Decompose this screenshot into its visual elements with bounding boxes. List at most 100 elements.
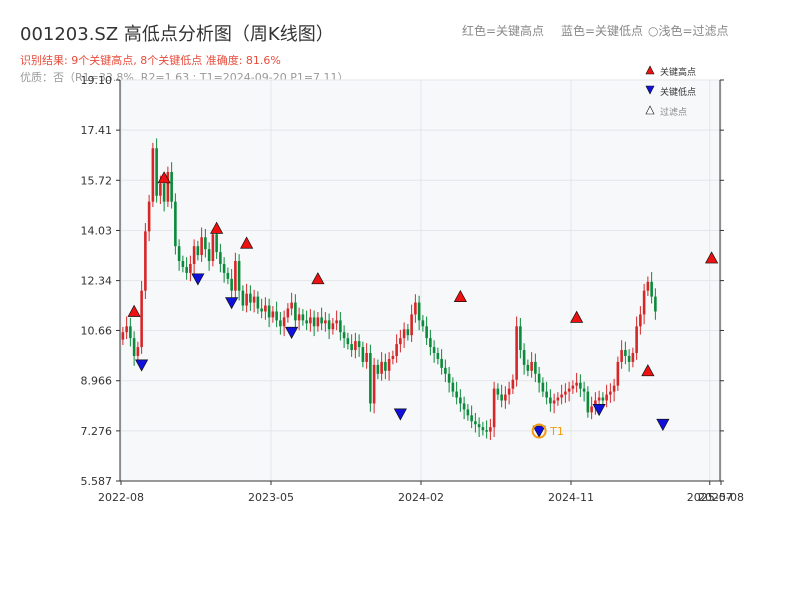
legend-filtered-note: ○浅色=过滤点 (648, 24, 729, 38)
candle-body (444, 367, 447, 374)
x-tick-label: 2025-07 (687, 491, 733, 504)
candle-body (230, 278, 233, 291)
candle-body (204, 237, 207, 250)
candle-body (271, 311, 275, 318)
candle-body (294, 302, 297, 321)
y-tick-label: 7.276 (81, 425, 113, 438)
candle-body (579, 382, 582, 389)
candle-body (387, 358, 391, 371)
t1-marker (531, 423, 547, 439)
candle-body (335, 320, 338, 324)
candle-body (365, 353, 368, 362)
key-high-marker (570, 310, 584, 323)
candle-body (354, 341, 357, 351)
candle-body (620, 350, 623, 362)
candle-body (410, 314, 413, 336)
legend-filtered-label: 过滤点 (660, 106, 687, 118)
candle-body (249, 293, 252, 303)
candle-body (571, 385, 575, 389)
candle-body (522, 350, 526, 365)
candle-body (541, 382, 545, 392)
candle-body (189, 263, 192, 273)
candle-body (466, 409, 470, 416)
candle-body (627, 355, 631, 362)
candle-body (305, 320, 308, 324)
y-tick-label: 14.03 (81, 224, 113, 237)
candle-body (530, 361, 533, 371)
candle-body (425, 326, 428, 339)
candle-body (646, 281, 650, 291)
candle-body (564, 391, 567, 395)
candle-body (252, 296, 256, 303)
candle-body (185, 266, 188, 273)
candle-body (174, 201, 177, 247)
candle-body (129, 326, 132, 339)
candle-body (556, 397, 560, 401)
candle-body (181, 261, 185, 267)
candle-body (631, 353, 635, 362)
candle-body (650, 281, 653, 297)
candle-body (245, 293, 248, 306)
candle-body (159, 183, 162, 196)
candle-body (125, 326, 128, 333)
y-tick-label: 15.72 (81, 174, 113, 187)
candle-body (492, 388, 496, 428)
candle-body (642, 290, 646, 315)
candle-body (260, 308, 263, 312)
result-summary: 识别结果: 9个关键高点, 8个关键低点 准确度: 81.6% (20, 54, 281, 67)
candle-body (537, 373, 541, 383)
candle-body (342, 332, 346, 339)
candle-body (275, 311, 278, 321)
candle-body (485, 430, 488, 432)
candle-body (586, 391, 590, 413)
candle-body (624, 350, 627, 356)
key-high-marker (127, 304, 141, 317)
candle-body (481, 427, 485, 431)
legend-low-icon (645, 85, 655, 95)
candle-body (609, 391, 612, 395)
candle-body (440, 358, 443, 368)
candle-body (267, 305, 271, 318)
candle-body (399, 338, 402, 345)
key-low-marker (592, 404, 606, 417)
candle-body (222, 263, 226, 273)
candle-body (121, 332, 125, 340)
candle-body (170, 171, 173, 202)
candle-body (549, 397, 552, 404)
y-tick-label: 10.66 (81, 324, 113, 337)
candle-body (331, 323, 335, 330)
candle-body (496, 388, 500, 395)
key-high-marker (157, 171, 171, 184)
key-low-marker (656, 418, 670, 431)
candle-body (147, 201, 151, 232)
candle-body (605, 394, 608, 401)
candle-body (166, 171, 170, 202)
legend-low-label: 关键低点 (660, 86, 696, 98)
candle-body (567, 388, 571, 392)
candle-body (459, 397, 462, 404)
candle-body (200, 237, 203, 256)
candle-body (519, 326, 522, 351)
legend-blue-note: 蓝色=关键低点 (561, 24, 644, 38)
candle-body (279, 320, 282, 327)
candle-body (376, 364, 380, 374)
candle-body (402, 329, 406, 339)
candle-body (151, 148, 155, 202)
candle-body (290, 302, 293, 309)
candle-body (144, 231, 147, 291)
candle-body (324, 320, 327, 324)
candle-body (462, 403, 466, 410)
candle-body (132, 338, 136, 356)
candle-body (406, 329, 410, 336)
candle-body (560, 394, 563, 398)
candle-body (511, 379, 515, 389)
candle-body (414, 302, 417, 315)
candle-body (500, 394, 503, 401)
candle-body (282, 317, 286, 327)
candle-body (451, 382, 455, 392)
candle-body (320, 317, 323, 324)
candle-body (575, 382, 578, 386)
key-high-marker (453, 289, 467, 302)
candle-body (432, 347, 436, 354)
y-tick-label: 5.587 (81, 475, 113, 488)
